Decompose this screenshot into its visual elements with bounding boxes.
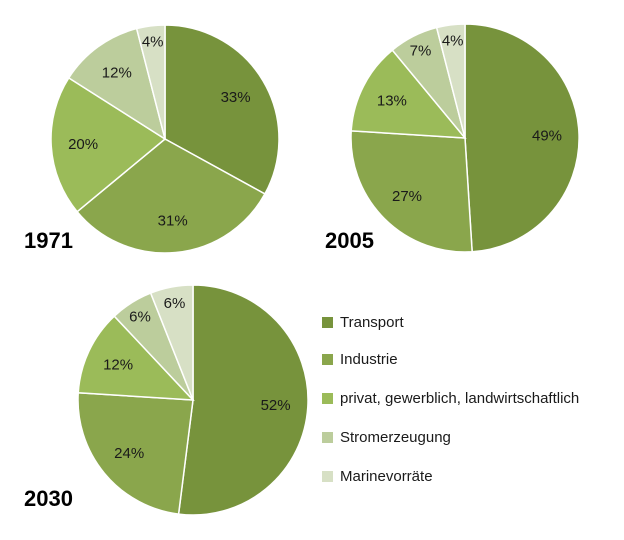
pie-label-2005-transport: 49%	[532, 127, 562, 144]
pie-slice-1971-transport	[164, 24, 280, 195]
pie-slice-1971-privat	[50, 76, 167, 213]
legend-label-stromerzeugung: Stromerzeugung	[340, 429, 451, 446]
year-label-2030: 2030	[24, 486, 73, 511]
pie-label-1971-stromerzeugung: 12%	[102, 65, 132, 82]
pie-label-2005-stromerzeugung: 7%	[410, 43, 432, 60]
pie-slice-2005-marinevorraete	[435, 23, 466, 139]
legend-swatch-stromerzeugung	[322, 432, 333, 443]
pie-label-1971-industrie: 31%	[158, 213, 188, 230]
legend-label-marinevorraete: Marinevorräte	[340, 468, 433, 485]
pie-label-2030-privat: 12%	[103, 357, 133, 374]
pie-chart-2005: 49% 27% 13% 7% 4%	[350, 23, 580, 253]
pie-slice-2005-industrie	[350, 130, 473, 253]
pie-chart-1971: 33% 31% 20% 12% 4%	[50, 24, 280, 254]
pie-chart-2030: 52% 24% 12% 6% 6%	[77, 284, 309, 516]
legend: Transport Industrie privat, gewerblich, …	[322, 314, 579, 485]
pie-slice-2005-transport	[464, 23, 580, 253]
legend-swatch-marinevorraete	[322, 471, 333, 482]
pie-label-2030-marinevorraete: 6%	[164, 295, 186, 312]
pie-slice-2030-privat	[77, 315, 195, 401]
legend-label-transport: Transport	[340, 314, 404, 331]
legend-swatch-industrie	[322, 354, 333, 365]
legend-swatch-transport	[322, 317, 333, 328]
pie-slice-2030-transport	[177, 284, 309, 516]
pie-label-2030-industrie: 24%	[114, 445, 144, 462]
year-label-1971: 1971	[24, 228, 73, 253]
pie-label-1971-marinevorraete: 4%	[142, 34, 164, 51]
pie-label-2005-industrie: 27%	[392, 188, 422, 205]
pie-slice-1971-marinevorraete	[135, 24, 166, 140]
pie-slice-1971-industrie	[76, 138, 266, 254]
pie-label-2030-stromerzeugung: 6%	[129, 309, 151, 326]
pie-slice-1971-stromerzeugung	[67, 27, 167, 141]
pie-slice-2030-industrie	[77, 391, 194, 515]
year-label-2005: 2005	[325, 228, 374, 253]
legend-swatch-privat	[322, 393, 333, 404]
legend-label-privat: privat, gewerblich, landwirtschaftlich	[340, 390, 579, 407]
pie-slice-2030-marinevorraete	[149, 284, 194, 401]
pie-label-2005-marinevorraete: 4%	[442, 33, 464, 50]
pie-label-1971-transport: 33%	[221, 89, 251, 106]
pie-label-2030-transport: 52%	[261, 397, 291, 414]
legend-label-industrie: Industrie	[340, 351, 398, 368]
pie-label-2005-privat: 13%	[377, 93, 407, 110]
pie-label-1971-privat: 20%	[68, 136, 98, 153]
pie-slice-2005-privat	[350, 49, 467, 139]
